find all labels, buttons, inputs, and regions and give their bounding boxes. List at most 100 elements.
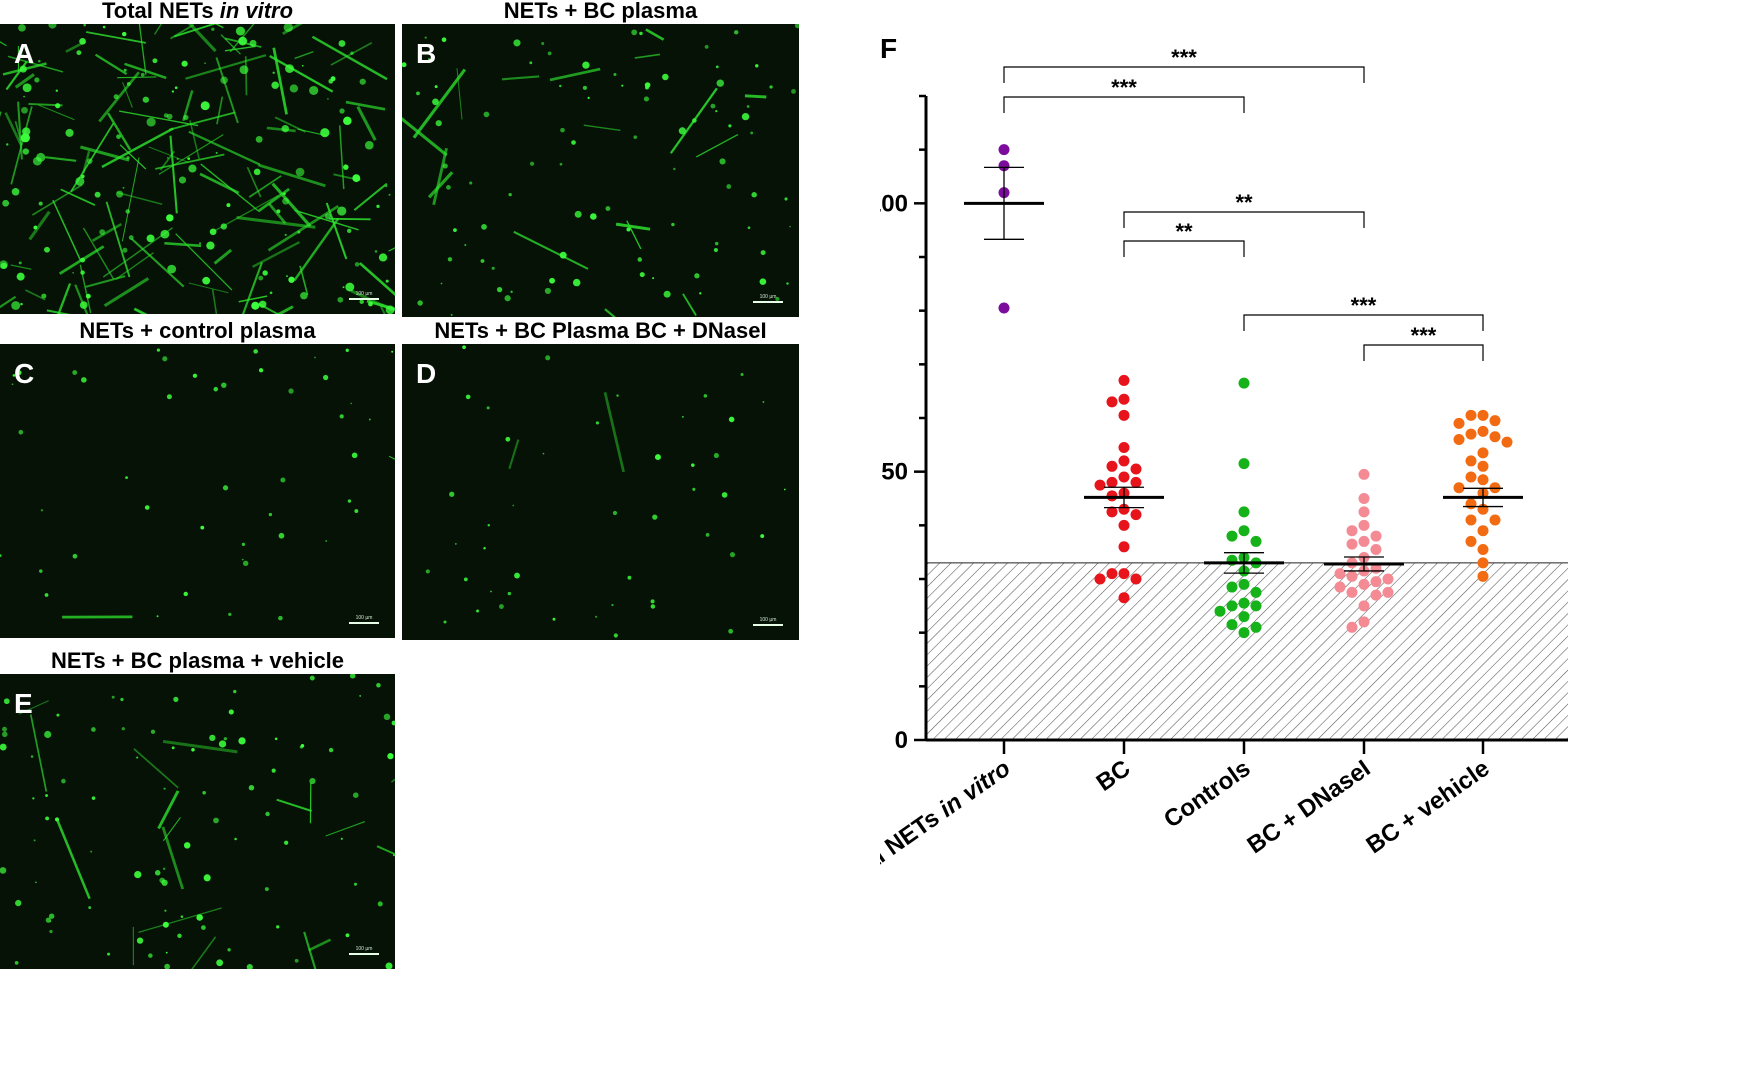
cell (547, 51, 552, 56)
data-point (1226, 619, 1238, 631)
cell (443, 620, 447, 624)
fiber (258, 163, 326, 188)
fiber (508, 439, 520, 470)
data-point (1106, 476, 1118, 488)
fiber (161, 826, 185, 890)
cell (204, 62, 206, 65)
fiber (57, 283, 72, 314)
data-point (1465, 455, 1477, 467)
cell (595, 615, 598, 618)
panel-a-letter: A (14, 38, 35, 69)
cell (192, 373, 198, 378)
fiber (388, 455, 395, 460)
cell (166, 214, 174, 222)
cell (368, 418, 371, 421)
cell (347, 228, 352, 233)
cell (716, 79, 724, 87)
data-point (1477, 460, 1489, 472)
cell (180, 915, 184, 918)
cell (49, 929, 53, 934)
fiber (356, 105, 377, 141)
cell (616, 394, 619, 397)
cell (383, 713, 391, 721)
cell (309, 85, 319, 95)
cell (222, 485, 229, 491)
scale-bar-d: 100 µm (753, 617, 783, 626)
cell (14, 961, 19, 965)
data-point (1346, 586, 1358, 598)
fiber (210, 194, 279, 234)
cell (162, 356, 168, 362)
cell (294, 958, 299, 963)
fiber (645, 28, 665, 41)
cell (337, 206, 347, 216)
micrograph-e (0, 674, 395, 969)
cell (613, 72, 617, 77)
fiber (293, 217, 340, 281)
fiber (358, 262, 395, 297)
cell (20, 302, 23, 306)
fiber (695, 133, 739, 158)
fiber (4, 112, 23, 146)
fiber (252, 241, 301, 268)
fiber (115, 252, 155, 280)
cell (499, 604, 504, 609)
data-point (1489, 514, 1501, 526)
cell (183, 842, 191, 849)
panel-a-image: A 100 µm (0, 24, 395, 314)
cell (559, 162, 563, 166)
fiber (164, 241, 202, 248)
cell (134, 870, 142, 879)
cell (440, 282, 443, 285)
significance-label: *** (1111, 75, 1137, 100)
cell (741, 112, 750, 121)
cell (148, 953, 153, 958)
fiber (338, 125, 345, 190)
data-point (1118, 503, 1130, 515)
significance-label: ** (1175, 219, 1193, 244)
fiber (191, 936, 217, 969)
cell (378, 253, 388, 262)
fiber (158, 134, 224, 175)
fiber (303, 931, 317, 969)
cell (40, 509, 44, 512)
fiber (24, 289, 46, 301)
fiber (604, 308, 617, 317)
significance-label: *** (1411, 323, 1437, 348)
cell (376, 683, 381, 688)
cell (11, 187, 20, 196)
data-point (1118, 409, 1130, 421)
cell (673, 167, 676, 171)
cell (80, 270, 85, 275)
cell (39, 569, 43, 573)
panel-c: NETs + control plasma C 100 µm (0, 320, 395, 638)
data-point (1370, 530, 1382, 542)
cell (710, 103, 716, 109)
cell (496, 286, 503, 293)
cell (0, 554, 2, 558)
fiber (241, 262, 263, 314)
fiber (274, 116, 306, 133)
data-point (1370, 589, 1382, 601)
cell (72, 271, 75, 274)
cell (354, 509, 359, 513)
cell (454, 543, 457, 545)
data-point (1477, 525, 1489, 537)
data-point (1346, 570, 1358, 582)
cell (150, 729, 156, 734)
cell (728, 416, 735, 423)
cell (783, 488, 786, 491)
cell (221, 382, 227, 388)
cell (21, 106, 28, 114)
cell (85, 293, 91, 299)
cell (198, 242, 202, 245)
significance-label: *** (1351, 293, 1377, 318)
cell (45, 816, 50, 821)
cell (692, 487, 696, 491)
cell (480, 259, 485, 263)
cell (286, 275, 288, 278)
cell (728, 628, 734, 634)
cell (94, 191, 101, 198)
cell (385, 185, 388, 188)
x-tick-label: BC + vehicle (1361, 755, 1494, 859)
